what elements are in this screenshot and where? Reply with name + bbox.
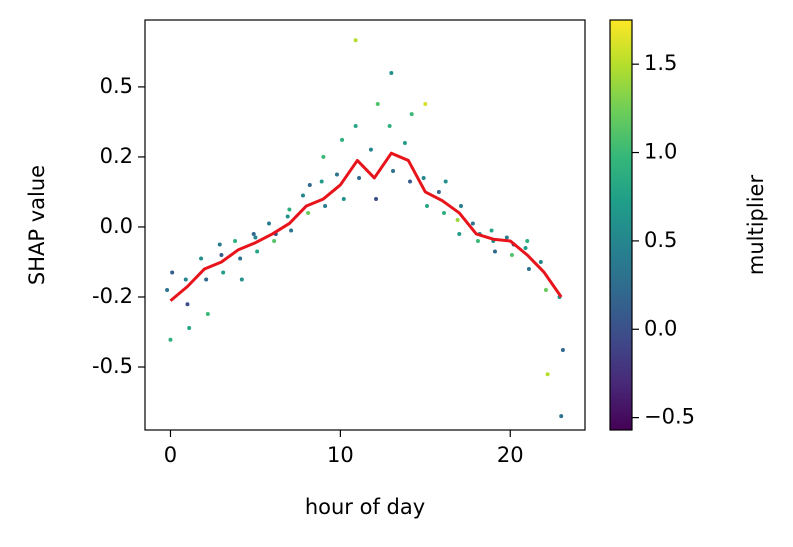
point: [391, 168, 396, 173]
point: [408, 179, 413, 184]
point: [219, 252, 224, 257]
point: [238, 256, 243, 261]
point: [389, 70, 394, 75]
point: [425, 203, 430, 208]
point: [436, 189, 441, 194]
x-axis-label: hour of day: [305, 495, 425, 519]
point: [509, 252, 514, 257]
point: [374, 196, 379, 201]
point: [543, 287, 548, 292]
point: [409, 112, 414, 117]
point: [253, 235, 258, 240]
point: [187, 325, 192, 330]
point: [323, 203, 328, 208]
point: [285, 214, 290, 219]
y-tick-label: -0.5: [92, 354, 133, 378]
point: [287, 207, 292, 212]
point: [289, 228, 294, 233]
point: [321, 154, 326, 159]
point: [353, 123, 358, 128]
point: [168, 337, 173, 342]
point: [353, 38, 358, 43]
point: [475, 238, 480, 243]
y-axis-label: SHAP value: [25, 165, 49, 285]
point: [368, 147, 373, 152]
point: [183, 277, 188, 282]
x-tick-label: 0: [164, 443, 177, 467]
point: [523, 245, 528, 250]
point: [300, 193, 305, 198]
point: [307, 182, 312, 187]
point: [421, 175, 426, 180]
point: [199, 256, 204, 261]
point: [402, 140, 407, 145]
point: [457, 231, 462, 236]
y-tick-label: 0.0: [100, 214, 133, 238]
point: [165, 287, 170, 292]
colorbar-tick-label: 1.0: [644, 140, 677, 164]
point: [489, 228, 494, 233]
point: [525, 238, 530, 243]
point: [205, 312, 210, 317]
point: [272, 238, 277, 243]
colorbar-tick-label: 0.5: [644, 228, 677, 252]
y-tick-label: 0.2: [100, 144, 133, 168]
point: [204, 277, 209, 282]
point: [560, 347, 565, 352]
point: [492, 249, 497, 254]
point: [423, 101, 428, 106]
point: [538, 259, 543, 264]
point: [441, 210, 446, 215]
point: [221, 270, 226, 275]
point: [340, 137, 345, 142]
point: [559, 414, 564, 419]
point: [387, 123, 392, 128]
point: [306, 210, 311, 215]
point: [504, 235, 509, 240]
colorbar: [609, 19, 633, 431]
point: [255, 249, 260, 254]
y-tick-label: -0.2: [92, 284, 133, 308]
mean-line: [169, 151, 563, 302]
point: [526, 266, 531, 271]
point: [217, 242, 222, 247]
point: [185, 302, 190, 307]
point: [357, 175, 362, 180]
point: [267, 221, 272, 226]
point: [341, 196, 346, 201]
point: [458, 203, 463, 208]
point: [239, 277, 244, 282]
colorbar-tick-label: 1.5: [644, 51, 677, 75]
point: [443, 179, 448, 184]
point: [251, 231, 256, 236]
point: [233, 238, 238, 243]
point: [334, 172, 339, 177]
plot-frame: [144, 19, 586, 431]
colorbar-tick-label: −0.5: [644, 405, 695, 429]
point: [455, 217, 460, 222]
point: [375, 101, 380, 106]
point: [470, 221, 475, 226]
y-tick-label: 0.5: [100, 74, 133, 98]
x-tick-label: 20: [497, 443, 524, 467]
colorbar-tick-label: 0.0: [644, 316, 677, 340]
point: [319, 179, 324, 184]
point: [545, 372, 550, 377]
point: [170, 270, 175, 275]
colorbar-label: multiplier: [744, 175, 768, 276]
x-tick-label: 10: [327, 443, 354, 467]
